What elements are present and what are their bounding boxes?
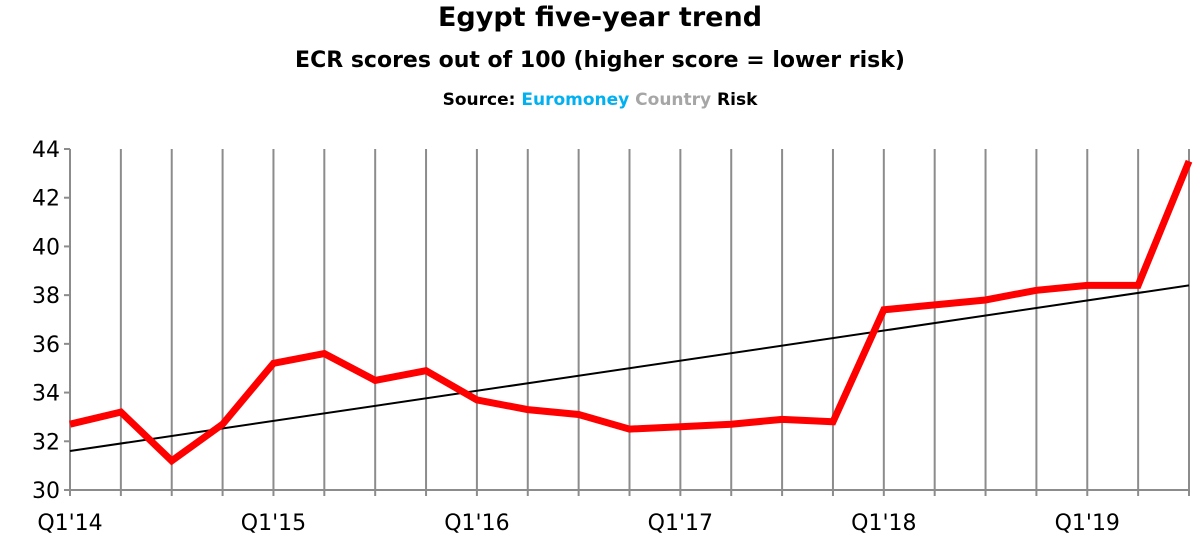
x-tick-label: Q1'14 xyxy=(37,511,102,536)
x-tick-label: Q1'17 xyxy=(648,511,713,536)
y-tick-label: 30 xyxy=(32,479,60,504)
y-tick-label: 38 xyxy=(32,284,60,309)
y-tick-label: 36 xyxy=(32,333,60,358)
x-tick-label: Q1'16 xyxy=(444,511,509,536)
y-tick-label: 40 xyxy=(32,235,60,260)
source-risk: Risk xyxy=(717,90,758,110)
chart-title: Egypt five-year trend xyxy=(437,2,763,33)
source-euromoney: Euromoney xyxy=(521,90,630,110)
series-line-ecr-score xyxy=(69,159,1193,466)
y-tick-label: 44 xyxy=(32,138,60,163)
chart-source: Source: Euromoney Country Risk xyxy=(0,90,1200,110)
chart-subtitle: ECR scores out of 100 (higher score = lo… xyxy=(295,48,905,73)
source-prefix: Source: xyxy=(442,90,516,110)
x-tick-label: Q1'18 xyxy=(851,511,916,536)
y-tick-label: 34 xyxy=(32,382,60,407)
source-country: Country xyxy=(635,90,712,110)
x-tick-label: Q1'19 xyxy=(1055,511,1120,536)
trendline xyxy=(69,284,1190,453)
x-tick-label: Q1'15 xyxy=(241,511,306,536)
y-tick-label: 32 xyxy=(32,430,60,455)
y-tick-label: 42 xyxy=(32,187,60,212)
